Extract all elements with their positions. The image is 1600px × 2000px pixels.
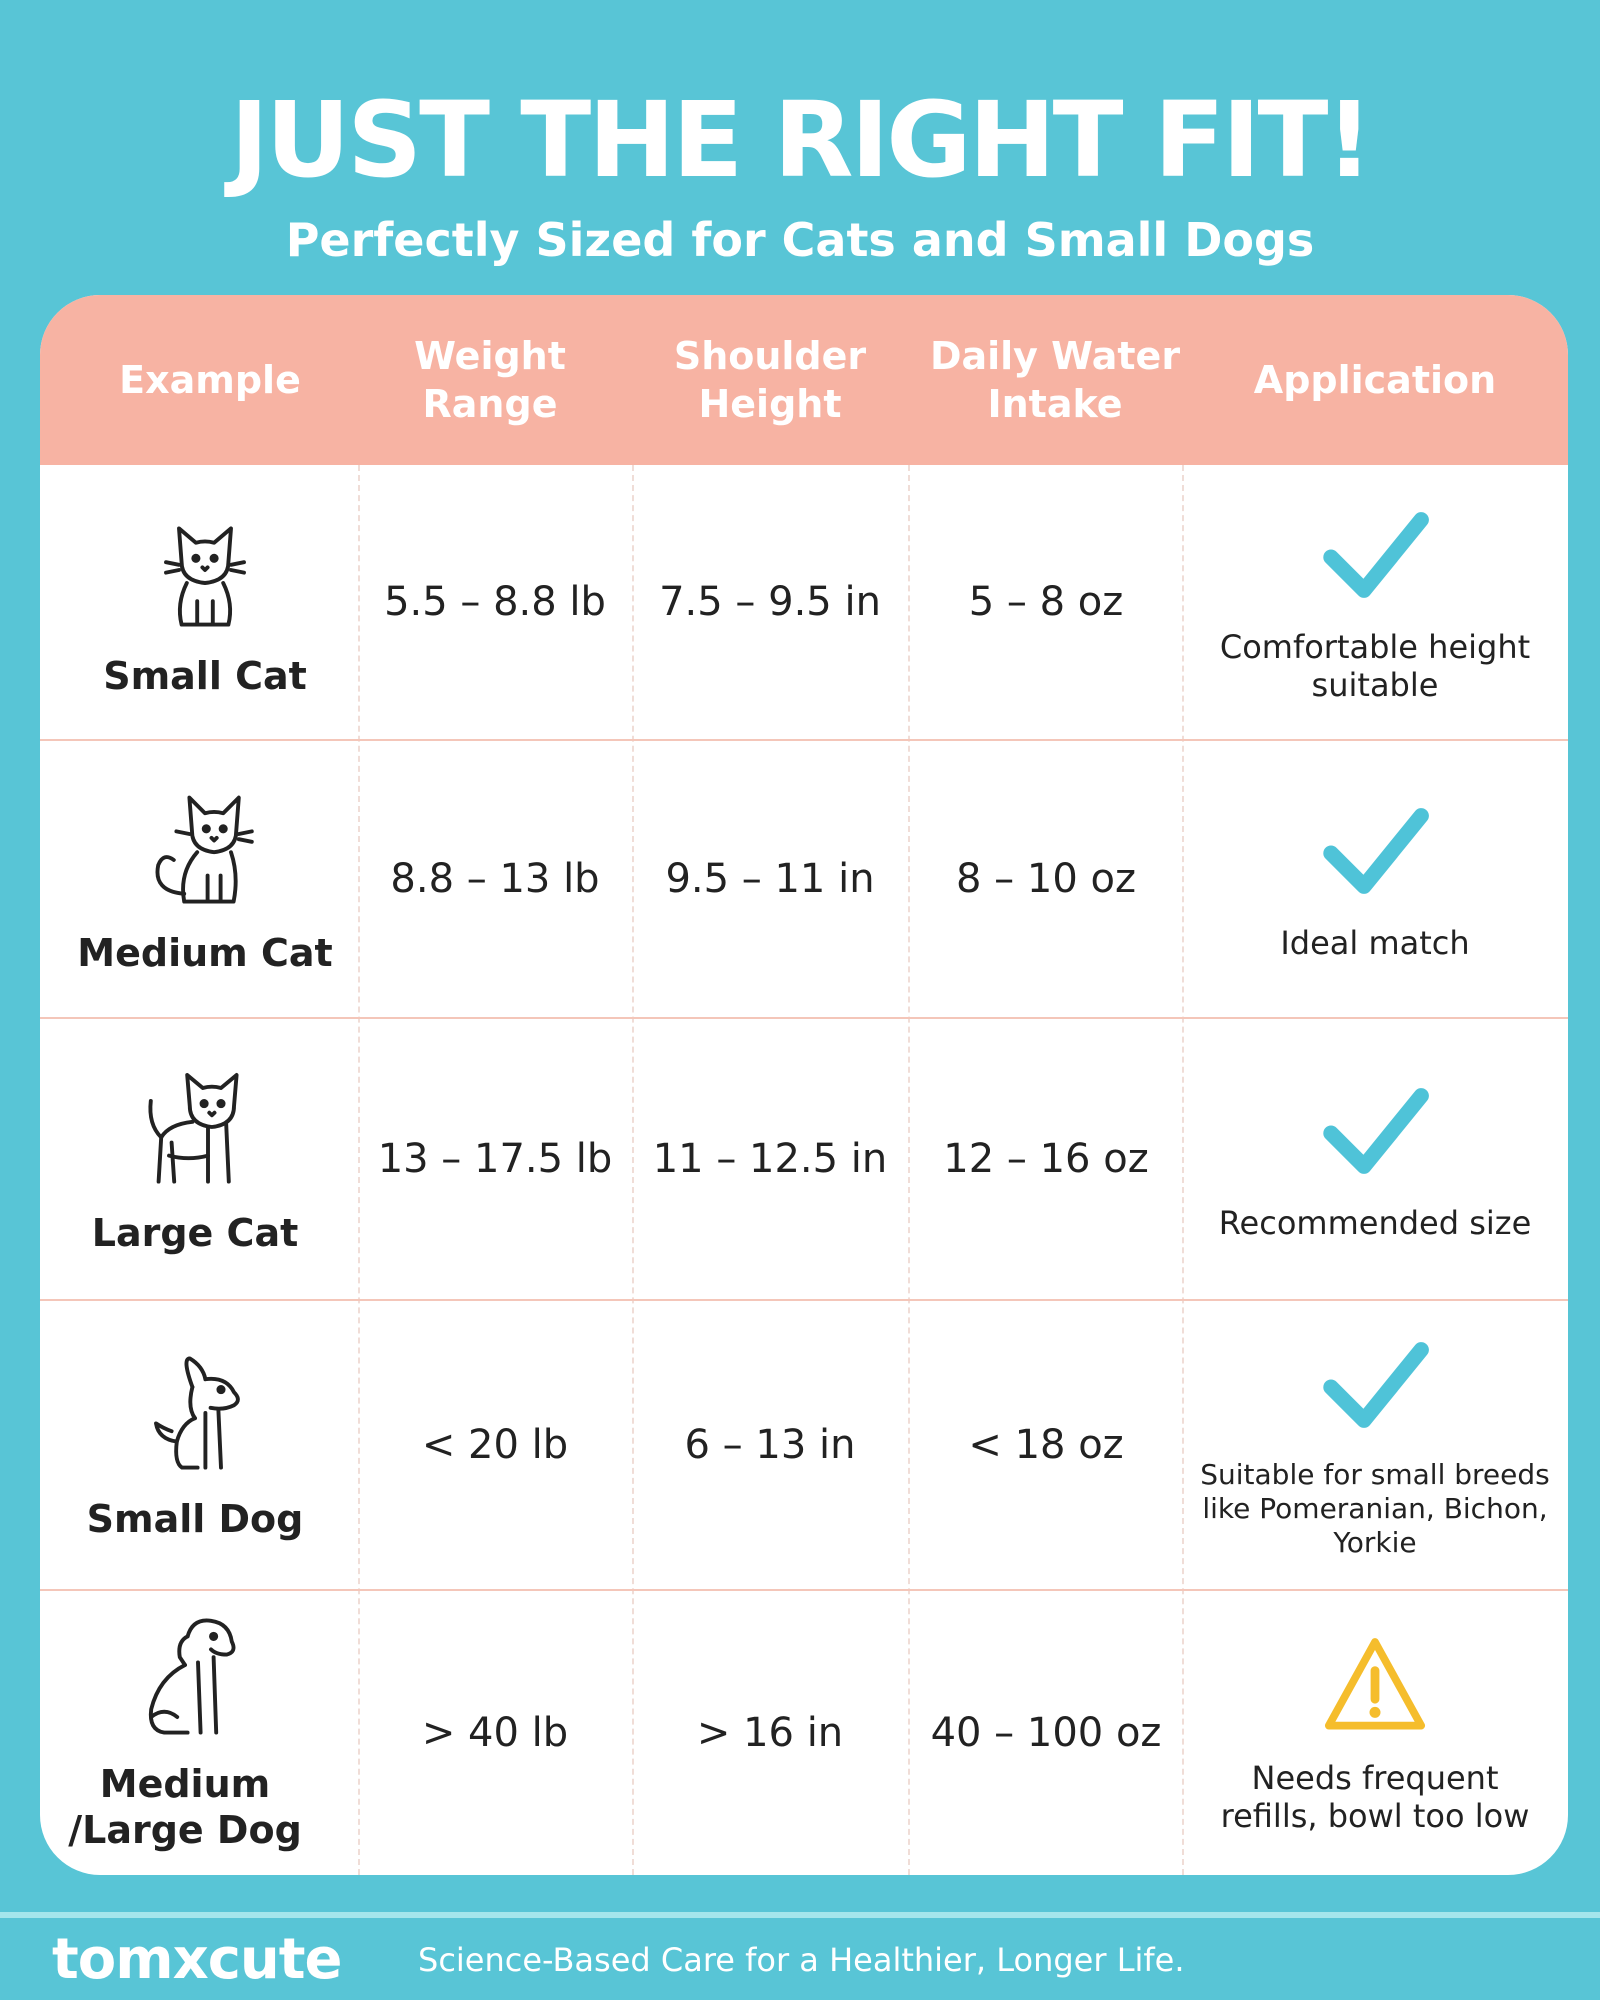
pet-cell: Small Cat bbox=[60, 465, 350, 739]
application-note: Suitable for small breeds like Pomerania… bbox=[1200, 1458, 1550, 1559]
checkmark-icon bbox=[1323, 1088, 1429, 1174]
shoulder-height: 9.5 – 11 in bbox=[665, 856, 875, 902]
pet-name: Large Cat bbox=[91, 1211, 299, 1255]
application-cell: Ideal match bbox=[1190, 741, 1560, 1017]
table-row: Small Cat 5.5 – 8.8 lb 7.5 – 9.5 in 5 – … bbox=[40, 465, 1568, 741]
medium-cat-icon bbox=[155, 795, 254, 904]
page-title: JUST THE RIGHT FIT! bbox=[230, 79, 1373, 201]
daily-water-intake: 8 – 10 oz bbox=[956, 856, 1136, 902]
small-cat-icon bbox=[164, 526, 246, 627]
footer-tagline: Science-Based Care for a Healthier, Long… bbox=[418, 1941, 1185, 1979]
size-table: Example Weight Range Shoulder Height Dai… bbox=[40, 295, 1568, 1875]
page-subtitle: Perfectly Sized for Cats and Small Dogs bbox=[285, 213, 1315, 267]
large-cat-icon bbox=[148, 1073, 239, 1184]
application-note: Recommended size bbox=[1218, 1204, 1532, 1242]
daily-water-intake: 40 – 100 oz bbox=[930, 1710, 1162, 1756]
application-cell: Comfortable height suitable bbox=[1190, 465, 1560, 739]
pet-name: Medium /Large Dog bbox=[68, 1762, 302, 1852]
application-note: Comfortable height suitable bbox=[1219, 628, 1531, 704]
pet-cell: Medium Cat bbox=[60, 741, 350, 1017]
weight-range: 13 – 17.5 lb bbox=[377, 1136, 613, 1182]
daily-water-intake: 12 – 16 oz bbox=[943, 1136, 1149, 1182]
shoulder-height: 6 – 13 in bbox=[684, 1422, 856, 1468]
application-cell: Needs frequent refills, bowl too low bbox=[1190, 1591, 1560, 1875]
daily-water-intake: 5 – 8 oz bbox=[968, 579, 1124, 625]
column-header-application: Application bbox=[1253, 358, 1497, 402]
column-divider bbox=[358, 465, 360, 1875]
table-row: Medium /Large Dog > 40 lb > 16 in 40 – 1… bbox=[40, 1591, 1568, 1875]
weight-range: > 40 lb bbox=[421, 1710, 569, 1756]
column-divider bbox=[908, 465, 910, 1875]
column-header-height: Shoulder Height bbox=[673, 334, 867, 426]
shoulder-height: 11 – 12.5 in bbox=[652, 1136, 888, 1182]
checkmark-icon bbox=[1323, 1342, 1429, 1428]
table-row: Large Cat 13 – 17.5 lb 11 – 12.5 in 12 –… bbox=[40, 1019, 1568, 1301]
pet-cell: Medium /Large Dog bbox=[40, 1591, 330, 1875]
table-row: Small Dog < 20 lb 6 – 13 in < 18 oz Suit… bbox=[40, 1301, 1568, 1591]
column-header-weight: Weight Range bbox=[414, 334, 566, 426]
application-cell: Recommended size bbox=[1190, 1019, 1560, 1299]
application-cell: Suitable for small breeds like Pomerania… bbox=[1190, 1301, 1560, 1589]
weight-range: 8.8 – 13 lb bbox=[390, 856, 600, 902]
checkmark-icon bbox=[1323, 808, 1429, 894]
brand-logo: tomxcute bbox=[52, 1927, 343, 1992]
small-dog-icon bbox=[154, 1356, 240, 1470]
shoulder-height: 7.5 – 9.5 in bbox=[659, 579, 881, 625]
pet-cell: Large Cat bbox=[50, 1019, 340, 1299]
pet-cell: Small Dog bbox=[50, 1301, 340, 1589]
large-dog-icon bbox=[148, 1618, 236, 1735]
pet-name: Small Dog bbox=[86, 1497, 304, 1541]
column-header-water: Daily Water Intake bbox=[929, 334, 1181, 426]
column-divider bbox=[632, 465, 634, 1875]
table-header: Example Weight Range Shoulder Height Dai… bbox=[40, 295, 1568, 465]
shoulder-height: > 16 in bbox=[696, 1710, 844, 1756]
pet-name: Small Cat bbox=[103, 654, 307, 698]
column-header-example: Example bbox=[119, 358, 301, 402]
table-row: Medium Cat 8.8 – 13 lb 9.5 – 11 in 8 – 1… bbox=[40, 741, 1568, 1019]
weight-range: 5.5 – 8.8 lb bbox=[384, 579, 606, 625]
warning-icon bbox=[1324, 1638, 1426, 1730]
column-divider bbox=[1182, 465, 1184, 1875]
footer-divider bbox=[0, 1912, 1600, 1918]
daily-water-intake: < 18 oz bbox=[968, 1422, 1124, 1468]
checkmark-icon bbox=[1323, 512, 1429, 598]
application-note: Ideal match bbox=[1280, 924, 1470, 962]
application-note: Needs frequent refills, bowl too low bbox=[1220, 1759, 1530, 1835]
pet-name: Medium Cat bbox=[77, 931, 333, 975]
weight-range: < 20 lb bbox=[421, 1422, 569, 1468]
